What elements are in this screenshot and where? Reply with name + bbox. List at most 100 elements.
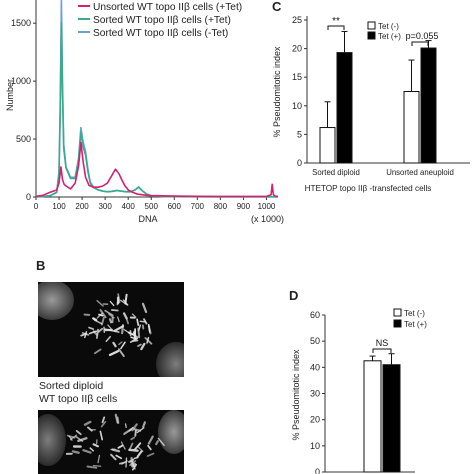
chart-d-pseudomitotic-bar: 0 10 20 30 40 50 60 % Pseudomitotic index NS Tet … [291, 308, 427, 474]
chromosome [94, 348, 102, 355]
x-tick-label: 900 [237, 202, 251, 211]
legend-swatch-1 [393, 308, 402, 317]
chromosome [131, 463, 138, 471]
y-tick-label: 1500 [11, 18, 31, 28]
chromosome [96, 328, 99, 339]
chromosome [105, 335, 111, 342]
y-axis-label: % Pseudomitotic index [272, 46, 282, 138]
chromosome [107, 324, 113, 331]
chromosome [142, 421, 147, 428]
y-tick-label: 500 [16, 134, 31, 144]
x-tick-label: 100 [52, 202, 66, 211]
x-tick-label: 500 [145, 202, 159, 211]
micrograph-sorted-diploid [38, 282, 184, 377]
chromosome [117, 348, 125, 358]
chromosome [155, 440, 160, 446]
chromosome [118, 341, 123, 346]
chromosome [133, 335, 139, 338]
chromosome-spread-image-2 [38, 410, 184, 471]
chromosome [97, 454, 101, 464]
x-tick-label: 800 [214, 202, 228, 211]
micrograph-second-spread [38, 410, 184, 474]
chromosome [144, 337, 153, 345]
significance-bracket [411, 41, 429, 46]
y-tick-label: 1000 [11, 76, 31, 86]
legend-label-1: Tet (-) [404, 309, 425, 318]
y-tick-label: 10 [310, 441, 320, 451]
chromosome [77, 437, 88, 443]
chromosome [128, 448, 139, 452]
chromosome [96, 300, 104, 307]
chromosome [136, 445, 144, 452]
bar [403, 91, 420, 164]
chromosome [125, 318, 129, 325]
caption-line-1: Sorted diploid [39, 380, 104, 392]
category-label: Unsorted aneuploid [386, 168, 454, 177]
series-line-1 [35, 141, 278, 198]
legend-swatch-2 [393, 319, 402, 328]
chromosome [100, 420, 107, 428]
chromosome [131, 313, 137, 318]
y-tick-label: 30 [310, 389, 320, 399]
legend-label-1: Tet (-) [378, 22, 399, 31]
chromosome [130, 436, 136, 441]
chromosome [104, 328, 113, 332]
panel-letter-d: D [289, 288, 299, 303]
bar [420, 47, 437, 164]
chromosome [117, 316, 120, 323]
chromosome [81, 332, 90, 336]
chromosome [99, 309, 107, 319]
chromosome [157, 437, 165, 446]
legend-label-1: Unsorted WT topo IIβ cells (+Tet) [93, 2, 242, 13]
chromosome [141, 302, 148, 314]
x-tick-label: 400 [122, 202, 136, 211]
legend-swatch-1 [367, 21, 376, 30]
y-tick-label: 0 [297, 158, 302, 168]
bar [319, 127, 336, 164]
panel-letter-b: B [36, 258, 46, 273]
significance-bracket [372, 348, 392, 354]
legend-label-2: Tet (+) [404, 320, 427, 329]
chromosome [74, 435, 84, 442]
y-tick-label: 40 [310, 362, 320, 372]
chromosome [88, 326, 95, 330]
significance-label: NS [376, 338, 389, 348]
chromosome [71, 450, 80, 454]
chromosome [92, 465, 102, 467]
chromosome [99, 430, 103, 441]
chromosome [120, 341, 126, 350]
x-tick-label: 700 [191, 202, 205, 211]
chromosome [104, 309, 114, 317]
x-axis-label: DNA [138, 214, 157, 224]
chromosome [93, 319, 103, 325]
chromosome [97, 327, 104, 333]
chromosome [120, 441, 126, 450]
x-axis-label: HTETOP topo IIβ -transfected cells [305, 184, 432, 193]
chromosome [137, 343, 142, 347]
chromosome [147, 444, 152, 451]
y-tick-label: 15 [292, 72, 302, 82]
y-tick-label: 0 [26, 192, 31, 202]
chromosome [146, 452, 155, 457]
caption-line-2: WT topo IIβ cells [39, 393, 118, 405]
chromosome [109, 300, 115, 307]
x-tick-label: 600 [168, 202, 182, 211]
legend-label-2: Sorted WT topo IIβ cells (+Tet) [93, 15, 231, 26]
bar [382, 364, 401, 473]
chromosome [89, 447, 95, 452]
chart-a-dna-histogram: 0 500 1000 1500 0 100 200 300 400 500 600 700 800 900… [5, 0, 284, 224]
significance-label: ** [332, 16, 340, 27]
y-axis-label: Number [5, 79, 15, 111]
chromosome [117, 444, 124, 449]
chromosome [133, 428, 142, 432]
y-tick-label: 50 [310, 336, 320, 346]
chromosome-spread-image [38, 282, 184, 377]
bar [336, 52, 353, 164]
chromosome [88, 330, 98, 335]
chromosome [124, 423, 127, 428]
chromosome [116, 416, 120, 424]
category-label: Sorted diploid [312, 168, 360, 177]
chromosome [108, 313, 115, 319]
chromosome [130, 336, 138, 340]
chart-c-pseudomitotic-bar: C 0 5 10 15 20 25 % Pseudomitotic index Sorted d… [272, 0, 470, 193]
